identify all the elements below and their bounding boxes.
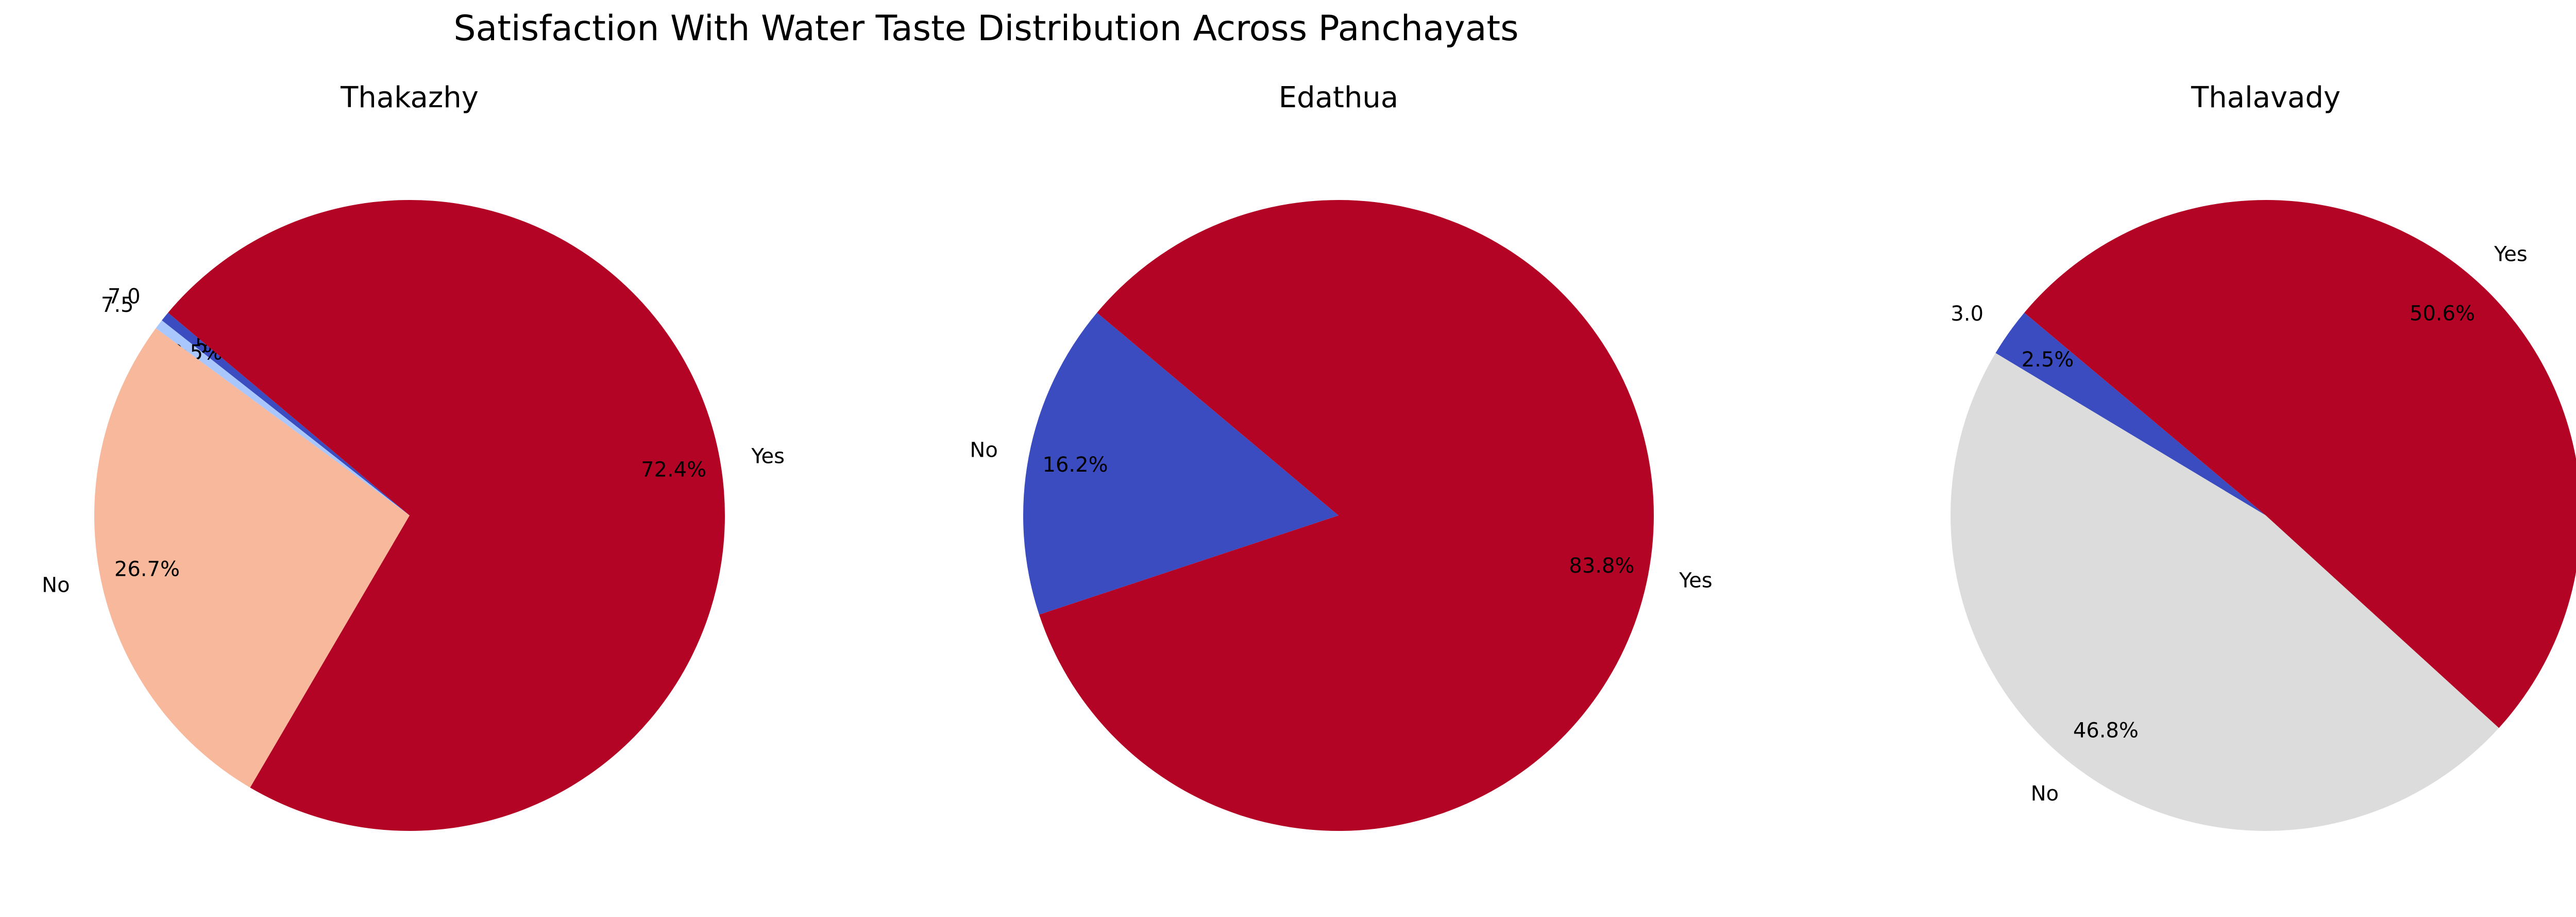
slice-label: Yes <box>2494 242 2528 266</box>
slice-label: Yes <box>1679 569 1713 593</box>
pie-slice <box>94 328 410 788</box>
pie-slice <box>156 320 410 515</box>
slice-label: Yes <box>751 444 785 468</box>
pie-slice <box>168 199 725 831</box>
slice-percent-label: 83.8% <box>1569 554 1634 578</box>
slice-label: No <box>970 438 997 462</box>
pie-slice <box>162 312 410 515</box>
slice-percent-label: 16.2% <box>1043 453 1108 477</box>
pie-title: Thakazhy <box>340 81 479 114</box>
slice-label: No <box>2031 782 2059 806</box>
pie-slice <box>1023 312 1338 615</box>
pies-container: Thakazhy7.00.5%7.50.5%No26.7%Yes72.4%Eda… <box>42 81 2576 831</box>
pie-slice <box>1039 200 1654 831</box>
pie-1: Edathua No 16.2% Yes 83.8% <box>970 81 1713 831</box>
pie-slice <box>2024 200 2576 728</box>
slice-percent-label: 2.5% <box>2022 348 2074 372</box>
pie-slice <box>1995 312 2266 515</box>
slice-label: 7.5 <box>101 293 134 317</box>
slice-label: 3.0 <box>1951 302 1984 326</box>
slice-label: No <box>42 573 70 597</box>
slice-percent-label: 46.8% <box>2073 719 2139 742</box>
pie-title: Thalavady <box>2191 81 2341 114</box>
pie-slice <box>1951 353 2499 831</box>
pie-2: Thalavady 3.0 2.5% No 46.8% Yes 50.6% <box>1951 81 2576 831</box>
slice-percent-label: 50.6% <box>2410 302 2475 325</box>
slice-percent-label: 72.4% <box>641 458 706 481</box>
slice-percent-label: 26.7% <box>114 558 180 581</box>
slice-label: 7.0 <box>108 285 141 308</box>
figure-title: Satisfaction With Water Taste Distributi… <box>453 8 1518 49</box>
pie-title: Edathua <box>1279 81 1399 114</box>
